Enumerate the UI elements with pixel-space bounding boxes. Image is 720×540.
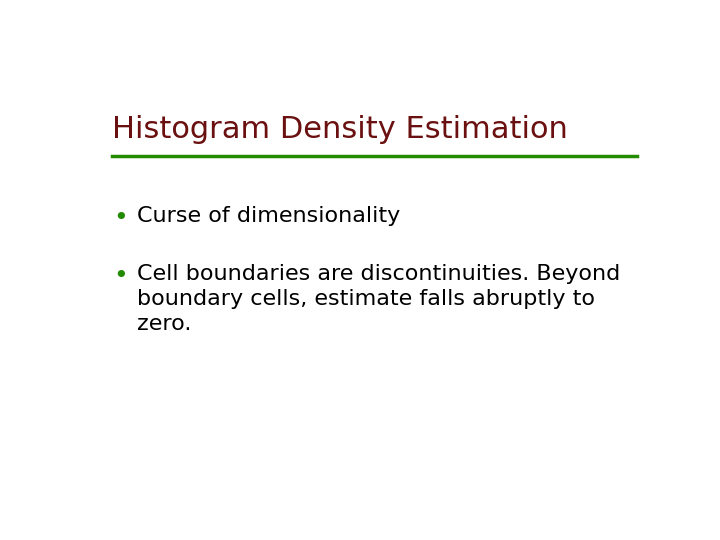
Text: Histogram Density Estimation: Histogram Density Estimation [112, 114, 568, 144]
Text: Curse of dimensionality: Curse of dimensionality [138, 206, 400, 226]
Text: •: • [113, 265, 128, 288]
Text: •: • [113, 206, 128, 230]
Text: Cell boundaries are discontinuities. Beyond
boundary cells, estimate falls abrup: Cell boundaries are discontinuities. Bey… [138, 265, 621, 334]
